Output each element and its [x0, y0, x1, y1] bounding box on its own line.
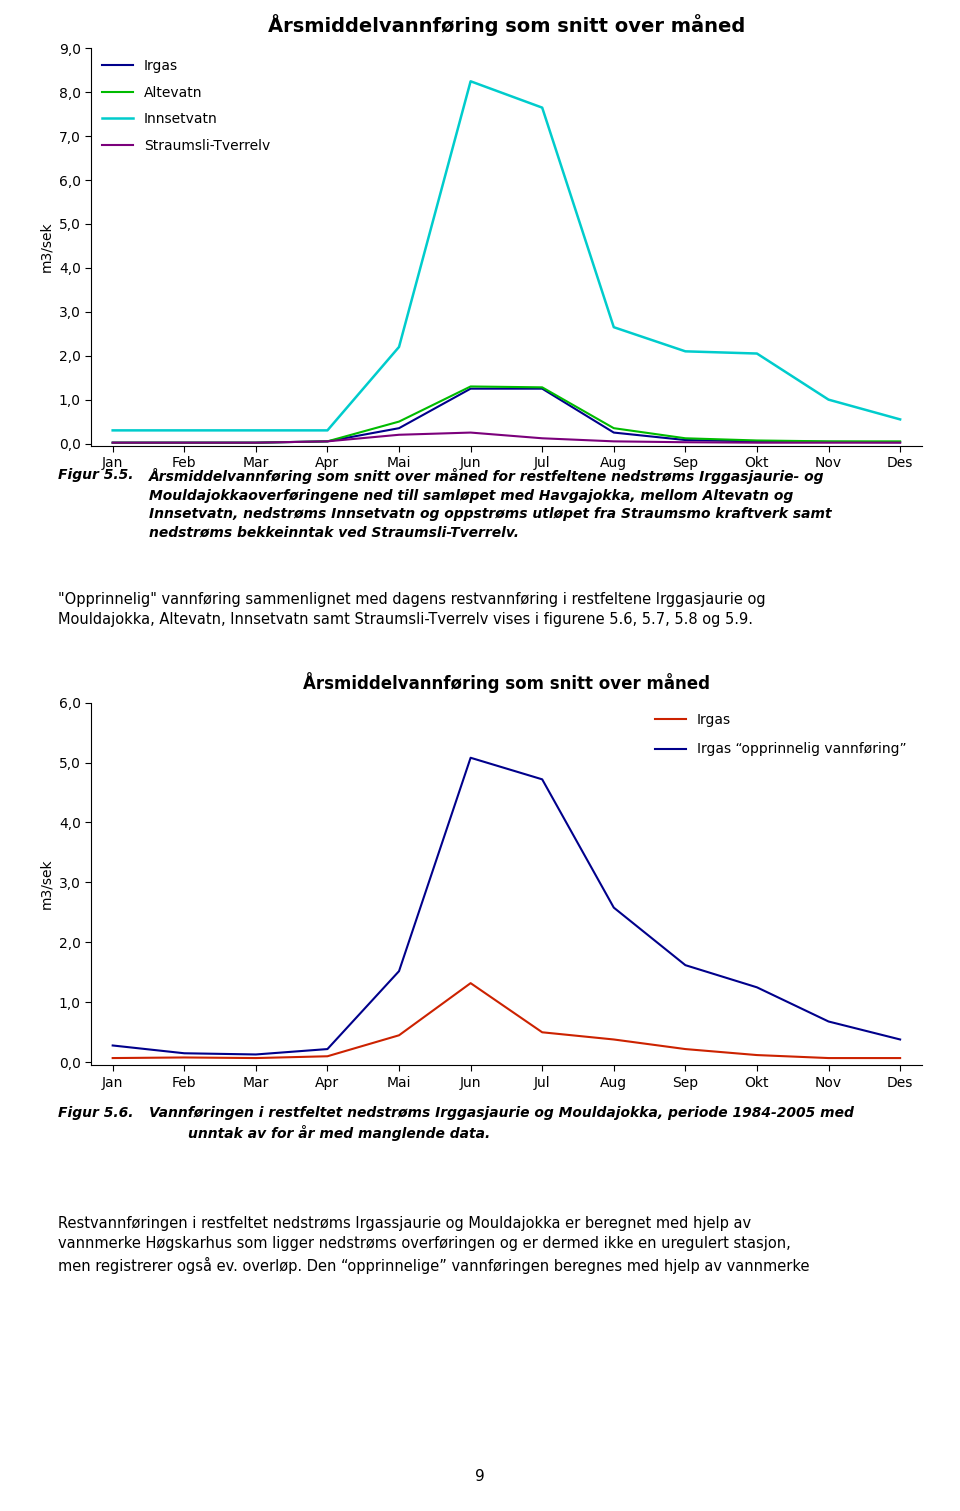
Text: 9: 9 [475, 1469, 485, 1484]
Y-axis label: m3/sek: m3/sek [39, 222, 53, 272]
Legend: Irgas, Altevatn, Innsetvatn, Straumsli-Tverrelv: Irgas, Altevatn, Innsetvatn, Straumsli-T… [103, 59, 270, 153]
Title: Årsmiddelvannføring som snitt over måned: Årsmiddelvannføring som snitt over måned [303, 672, 709, 692]
Text: Figur 5.5.: Figur 5.5. [58, 468, 133, 482]
Text: Restvannføringen i restfeltet nedstrøms Irgassjaurie og Mouldajokka er beregnet : Restvannføringen i restfeltet nedstrøms … [58, 1216, 809, 1274]
Text: Årsmiddelvannføring som snitt over måned for restfeltene nedstrøms Irggasjaurie-: Årsmiddelvannføring som snitt over måned… [149, 468, 831, 539]
Legend: Irgas, Irgas “opprinnelig vannføring”: Irgas, Irgas “opprinnelig vannføring” [655, 713, 906, 757]
Text: Figur 5.6.: Figur 5.6. [58, 1106, 133, 1120]
Title: Årsmiddelvannføring som snitt over måned: Årsmiddelvannføring som snitt over måned [268, 14, 745, 36]
Y-axis label: m3/sek: m3/sek [39, 858, 53, 910]
Text: Vannføringen i restfeltet nedstrøms Irggasjaurie og Mouldajokka, periode 1984-20: Vannføringen i restfeltet nedstrøms Irgg… [149, 1106, 853, 1141]
Text: "Opprinnelig" vannføring sammenlignet med dagens restvannføring i restfeltene Ir: "Opprinnelig" vannføring sammenlignet me… [58, 592, 765, 627]
